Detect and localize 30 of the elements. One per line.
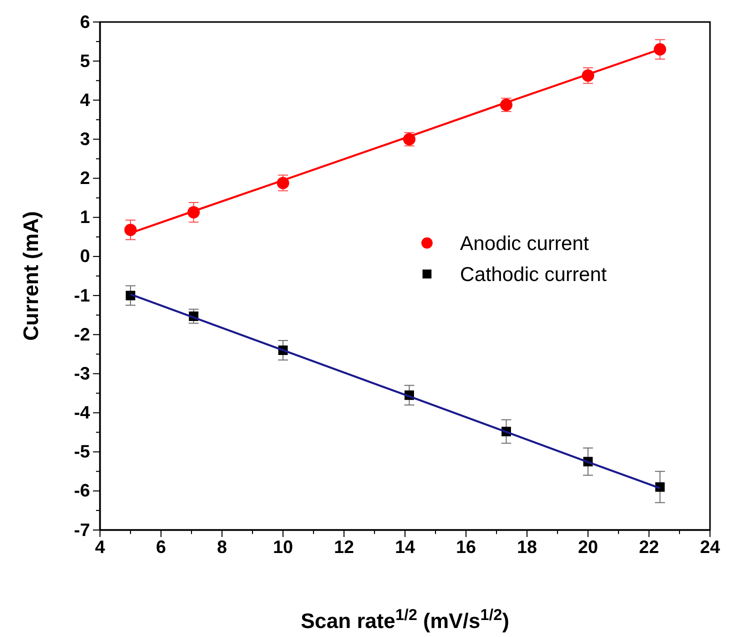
x-tick-label: 18 [516,536,538,557]
x-tick-label: 16 [456,536,476,557]
x-tick-label: 12 [334,536,354,557]
x-tick-label: 22 [638,536,660,557]
legend-label: Cathodic current [460,264,608,286]
y-tick-label: 2 [80,168,90,188]
y-tick-label: 0 [80,246,90,266]
y-tick-label: -7 [74,520,90,540]
y-tick-label: 3 [80,128,90,149]
x-tick-label: 24 [700,536,720,557]
y-tick-label: 6 [80,12,90,32]
y-tick-label: 4 [80,90,90,110]
y-tick-label: -1 [74,285,90,306]
y-tick-label: 5 [80,50,90,71]
legend-label: Anodic current [460,233,590,255]
y-tick-label: -5 [74,442,90,462]
y-tick-label: -3 [74,363,90,384]
point [654,43,666,56]
x-axis-title: Scan rate$^{1/2}$ (mV/s$^{1/2}$) [300,606,510,633]
x-tick-label: 14 [394,536,416,557]
x-tick-label: 20 [578,536,598,557]
x-tick-label: 8 [216,536,228,557]
y-axis-title: Current (mA) [20,211,43,341]
y-tick-label: -4 [74,402,90,423]
y-tick-label: 1 [80,207,90,228]
x-tick-label: 4 [94,536,106,557]
x-tick-label: 6 [156,536,166,557]
x-tick-label: 10 [272,536,294,557]
y-tick-label: -6 [74,480,90,501]
y-tick-label: -2 [74,324,90,344]
